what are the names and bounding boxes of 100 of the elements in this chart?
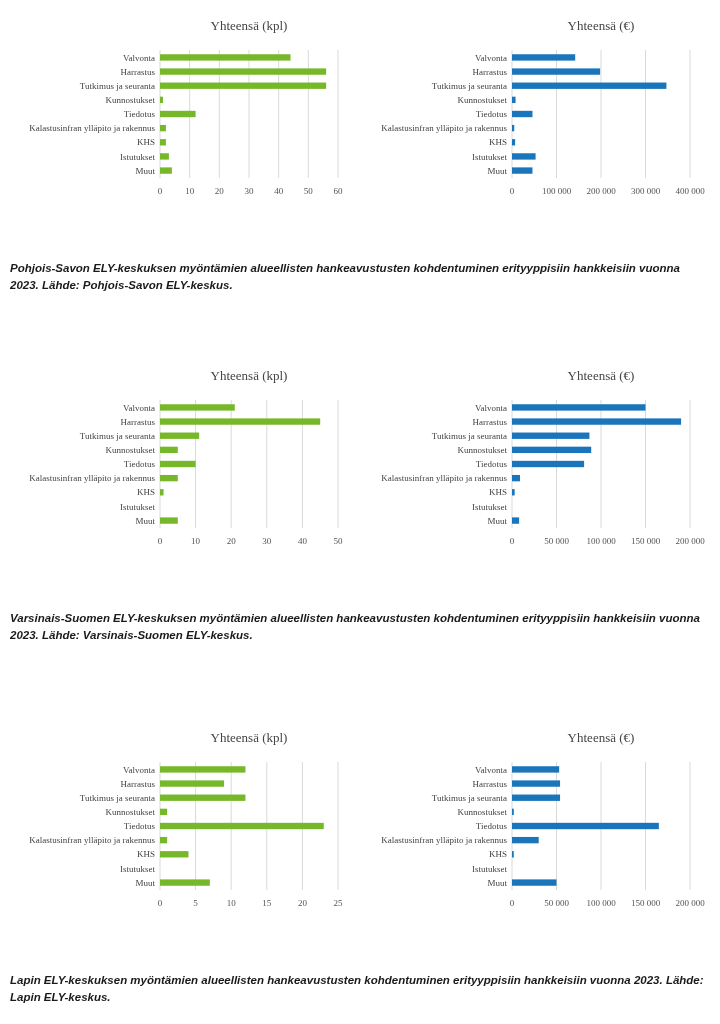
y-tick-label: KHS [488,487,507,498]
y-tick-label: Harrastus [472,66,508,77]
x-tick-label: 100 000 [586,898,617,908]
x-tick-label: 50 000 [544,536,570,546]
y-tick-label: Kunnostukset [105,807,156,818]
bar [160,96,163,104]
bar [160,836,168,844]
x-tick-label: 200 000 [675,898,706,908]
bar [512,167,533,174]
y-tick-label: Istutukset [472,863,508,874]
x-tick-label: 20 [297,898,308,908]
y-tick-label: Kunnostukset [105,445,156,456]
y-tick-label: Kalastusinfran ylläpito ja rakennus [381,123,508,134]
y-tick-label: Istutukset [472,501,508,512]
bar [512,780,561,787]
bar [160,54,291,61]
bar [160,460,196,468]
x-tick-label: 300 000 [630,186,661,196]
y-tick-label: Tutkimus ja seuranta [79,792,155,803]
x-tick-label: 0 [509,898,515,908]
x-tick-label: 10 [226,898,237,908]
x-tick-label: 5 [193,898,199,908]
y-tick-label: KHS [136,137,155,148]
bar [160,139,166,146]
y-tick-label: Harrastus [120,778,156,789]
bar [512,139,516,146]
y-tick-label: KHS [488,137,507,148]
x-tick-label: 0 [509,186,515,196]
bar [160,879,210,886]
y-tick-label: Tiedotus [475,459,508,470]
y-tick-label: Valvonta [475,402,507,413]
x-tick-label: 20 [226,536,237,546]
bar [512,54,576,61]
y-tick-label: KHS [488,849,507,860]
x-tick-label: 15 [262,898,272,908]
x-tick-label: 40 [274,186,284,196]
bar [160,474,178,482]
bar [512,153,536,160]
x-tick-label: 50 [333,536,343,546]
y-tick-label: Tutkimus ja seuranta [79,430,155,441]
y-tick-label: Muut [487,165,508,176]
bar [512,836,539,844]
y-tick-label: Kunnostukset [105,95,156,106]
y-tick-label: Valvonta [475,52,507,63]
chart-title: Yhteensä (kpl) [210,368,288,383]
x-tick-label: 200 000 [586,186,617,196]
y-tick-label: Kalastusinfran ylläpito ja rakennus [29,123,156,134]
y-tick-label: Istutukset [120,863,156,874]
x-tick-label: 0 [509,536,515,546]
x-tick-label: 30 [262,536,272,546]
bar [160,766,246,773]
bar [512,822,659,830]
y-tick-label: KHS [136,849,155,860]
bar [512,418,682,425]
bar [512,82,667,89]
bar [160,418,321,425]
chart-title: Yhteensä (€) [567,368,635,383]
bar [160,489,164,496]
y-tick-label: Kalastusinfran ylläpito ja rakennus [381,473,508,484]
bar [160,153,169,160]
y-tick-label: Muut [135,877,156,888]
bar [512,460,585,468]
bar [512,432,590,439]
x-tick-label: 30 [244,186,254,196]
y-tick-label: Valvonta [475,764,507,775]
bar [160,68,327,75]
text: Lapin ELY-keskuksen myöntämien alueellisten hankeavustusten kohdentuminen erityyppisiin hankkeisiin vuonna 2023. Lähde: Lapin ELY-keskus. [10,974,704,1003]
text: Pohjois-Savon ELY-keskuksen myöntämien alueellisten hankeavustusten kohdentuminen erityyppisiin hankkeisiin vuonna 2023. Lähde: Pohjois-Savon ELY-keskus. [9,262,681,291]
chart-title: Yhteensä (€) [567,18,635,33]
y-tick-label: Tiedotus [123,109,156,120]
bar [160,404,235,411]
x-tick-label: 200 000 [675,536,706,546]
y-tick-label: Tiedotus [123,821,156,832]
y-tick-label: Tutkimus ja seuranta [431,792,507,803]
x-tick-label: 150 000 [630,536,661,546]
y-tick-label: KHS [136,487,155,498]
bar [160,780,225,787]
bar [512,68,601,75]
bar [160,822,324,830]
text: Varsinais-Suomen ELY-keskuksen myöntämien alueellisten hankeavustusten kohdentuminen erityyppisiin hankkeisiin vuonna 2023. Lähde: Varsinais-Suomen ELY-keskus. [9,612,701,641]
y-tick-label: Harrastus [472,778,508,789]
chart-title: Yhteensä (kpl) [210,18,288,33]
y-tick-label: Kalastusinfran ylläpito ja rakennus [29,473,156,484]
y-tick-label: Kalastusinfran ylläpito ja rakennus [381,835,508,846]
bar [160,808,168,816]
y-tick-label: Tutkimus ja seuranta [431,430,507,441]
y-tick-label: Istutukset [120,501,156,512]
y-tick-label: Tutkimus ja seuranta [79,80,155,91]
bar [160,167,172,174]
y-tick-label: Muut [135,515,156,526]
y-tick-label: Valvonta [123,764,155,775]
y-tick-label: Harrastus [472,416,508,427]
x-tick-label: 150 000 [630,898,661,908]
x-tick-label: 10 [191,536,201,546]
y-tick-label: Tutkimus ja seuranta [431,80,507,91]
x-tick-label: 0 [157,186,163,196]
y-tick-label: Muut [487,515,508,526]
y-tick-label: Istutukset [120,151,156,162]
x-tick-label: 50 000 [544,898,570,908]
x-tick-label: 0 [157,536,163,546]
